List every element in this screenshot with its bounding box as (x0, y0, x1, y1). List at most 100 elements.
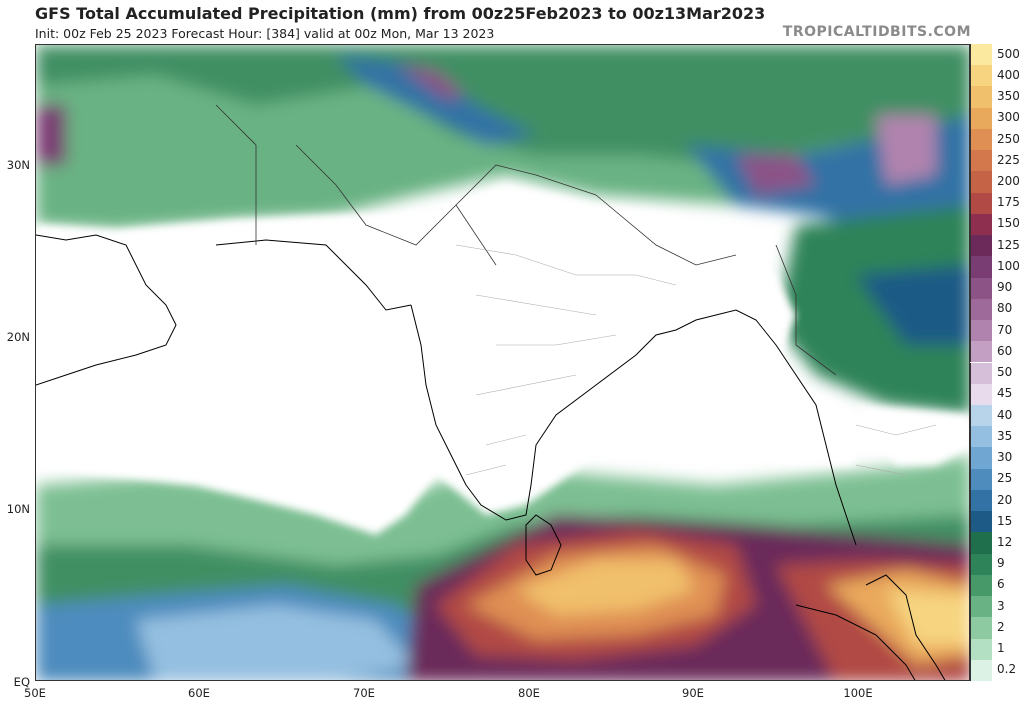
colorbar-level: 9 (970, 553, 1024, 575)
colorbar-label: 90 (997, 280, 1013, 295)
colorbar-label: 350 (997, 89, 1020, 104)
lon-label-100e: 100E (843, 686, 873, 700)
colorbar-label: 1 (997, 641, 1005, 656)
colorbar-level: 300 (970, 107, 1024, 129)
colorbar-swatch (970, 489, 992, 512)
colorbar-swatch (970, 553, 992, 575)
colorbar-swatch (970, 277, 992, 299)
colorbar-level: 60 (970, 341, 1024, 363)
colorbar-level: 70 (970, 320, 1024, 342)
colorbar-level: 250 (970, 128, 1024, 151)
colorbar-swatch (970, 532, 992, 554)
colorbar-label: 175 (997, 195, 1020, 210)
colorbar-label: 200 (997, 174, 1020, 188)
colorbar-swatch (970, 171, 992, 193)
colorbar-label: 500 (997, 46, 1020, 61)
colorbar-level: 12 (970, 532, 1024, 554)
colorbar-label: 300 (997, 110, 1020, 125)
lat-label-30n: 30N (6, 158, 30, 172)
colorbar-label: 50 (997, 365, 1013, 380)
colorbar-level: 200 (970, 171, 1024, 193)
colorbar-swatch (970, 468, 992, 490)
colorbar-level: 150 (970, 213, 1024, 236)
colorbar-swatch (970, 192, 992, 214)
map-subtitle: Init: 00z Feb 25 2023 Forecast Hour: [38… (35, 26, 495, 41)
colorbar-label: 0.2 (997, 662, 1017, 677)
colorbar-label: 20 (997, 492, 1013, 507)
colorbar-level: 30 (970, 447, 1024, 469)
precipitation-map (35, 44, 970, 681)
colorbar-swatch (970, 65, 992, 87)
colorbar-label: 100 (997, 258, 1020, 273)
lon-label-60e: 60E (188, 686, 210, 700)
colorbar-swatch (970, 150, 992, 172)
colorbar-swatch (970, 320, 992, 342)
colorbar-level: 6 (970, 574, 1024, 597)
precip-field (36, 45, 969, 680)
dry-regions (36, 185, 969, 535)
lat-label-eq: EQ (13, 675, 30, 689)
colorbar-level: 50 (970, 362, 1024, 384)
colorbar-level: 100 (970, 256, 1024, 278)
map-title: GFS Total Accumulated Precipitation (mm)… (35, 4, 766, 23)
colorbar-level: 225 (970, 150, 1024, 172)
colorbar-swatch (970, 86, 992, 108)
colorbar-label: 3 (997, 598, 1005, 613)
colorbar-level: 90 (970, 277, 1024, 299)
colorbar-level: 500 (970, 44, 1024, 66)
colorbar-label: 80 (997, 301, 1013, 316)
colorbar-swatch (970, 511, 992, 533)
colorbar-level: 400 (970, 65, 1024, 87)
colorbar-swatch (970, 659, 992, 681)
colorbar-label: 250 (997, 131, 1020, 146)
colorbar-label: 400 (997, 67, 1020, 82)
colorbar-swatch (970, 107, 992, 129)
colorbar-swatch (970, 256, 992, 278)
colorbar-label: 45 (997, 386, 1013, 401)
borders (215, 104, 837, 376)
colorbar-label: 9 (997, 556, 1005, 571)
lon-label-70e: 70E (353, 686, 375, 700)
colorbar-swatch (970, 383, 992, 405)
colorbar-label: 150 (997, 216, 1020, 231)
colorbar-label: 40 (997, 407, 1013, 422)
colorbar-swatch (970, 128, 992, 151)
colorbar-swatch (970, 44, 992, 66)
colorbar-label: 225 (997, 152, 1020, 167)
internal-borders (455, 244, 937, 476)
colorbar-swatch (970, 426, 992, 448)
colorbar-level: 15 (970, 511, 1024, 533)
colorbar-level: 175 (970, 192, 1024, 214)
brand-watermark: TROPICALTIDBITS.COM (782, 24, 971, 40)
colorbar-swatch (970, 341, 992, 363)
colorbar-level: 2 (970, 617, 1024, 639)
colorbar-swatch (970, 404, 992, 427)
colorbar-label: 25 (997, 471, 1013, 486)
colorbar-label: 2 (997, 619, 1005, 634)
colorbar-label: 12 (997, 534, 1013, 549)
colorbar-level: 350 (970, 86, 1024, 108)
colorbar-level: 45 (970, 383, 1024, 405)
colorbar-swatch (970, 617, 992, 639)
colorbar-swatch (970, 596, 992, 618)
colorbar-level: 1 (970, 638, 1024, 660)
colorbar-level: 40 (970, 404, 1024, 427)
colorbar-swatch (970, 447, 992, 469)
colorbar-label: 35 (997, 428, 1013, 443)
lon-label-50e: 50E (24, 686, 46, 700)
colorbar-legend: 500 400 350 300 250 225 200 175 150 125 100 90 80 70 6… (970, 44, 1024, 681)
colorbar-label: 6 (997, 577, 1005, 592)
colorbar-label: 15 (997, 513, 1013, 528)
map-canvas (36, 45, 969, 680)
colorbar-level: 80 (970, 298, 1024, 321)
colorbar-swatch (970, 213, 992, 236)
colorbar-level: 20 (970, 489, 1024, 512)
colorbar-label: 60 (997, 343, 1013, 358)
colorbar-swatch (970, 235, 992, 257)
colorbar-level: 35 (970, 426, 1024, 448)
colorbar-level: 125 (970, 235, 1024, 257)
colorbar-swatch (970, 298, 992, 321)
lon-label-90e: 90E (682, 686, 704, 700)
colorbar-level: 0.2 (970, 659, 1024, 681)
lat-label-20n: 20N (6, 330, 30, 344)
